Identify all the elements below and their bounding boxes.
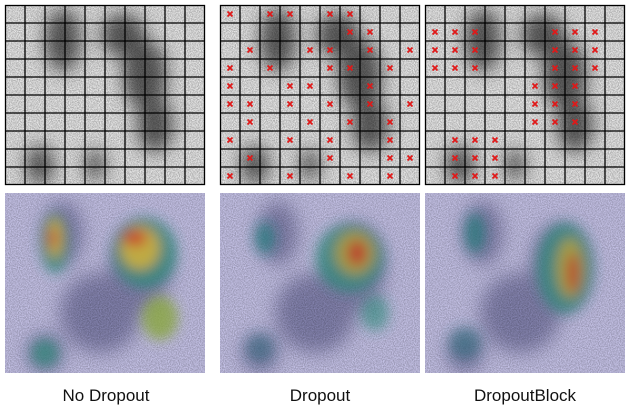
panel-dropout <box>220 5 420 185</box>
caption: No Dropout <box>63 386 150 405</box>
heatmap-dropblock <box>425 193 625 373</box>
caption: Dropout <box>290 386 351 405</box>
figure: No Dropout Dropout DropoutBlock <box>0 0 631 412</box>
heatmap-dropout <box>220 193 420 373</box>
panel-dropblock <box>425 5 625 185</box>
heatmap-no-dropout <box>5 193 205 373</box>
caption: DropoutBlock <box>474 386 577 405</box>
panel-no-dropout <box>5 5 205 185</box>
